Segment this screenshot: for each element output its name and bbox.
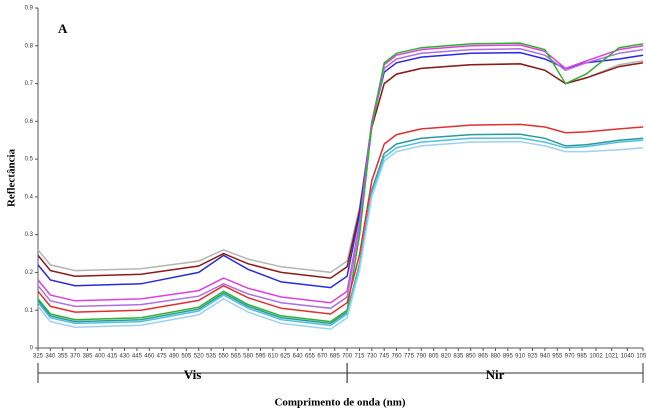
x-tick-label: 745: [379, 354, 390, 360]
x-tick-label: 685: [330, 354, 341, 360]
x-tick-label: 760: [392, 354, 403, 360]
x-tick-label: 460: [144, 354, 155, 360]
x-tick-label: 535: [206, 354, 217, 360]
x-tick-label: 865: [478, 354, 489, 360]
x-tick-label: 415: [107, 354, 118, 360]
x-tick-label: 985: [577, 354, 588, 360]
x-tick-label: 790: [416, 354, 427, 360]
y-tick-label: 0.1: [25, 308, 34, 314]
x-tick-label: 1059: [636, 354, 646, 360]
spectrum-line: [37, 62, 644, 279]
x-tick-label: 670: [317, 354, 328, 360]
x-tick-label: 895: [503, 354, 514, 360]
x-tick-label: 475: [157, 354, 168, 360]
y-tick-label: 0: [30, 346, 34, 352]
x-tick-label: 385: [82, 354, 93, 360]
x-tick-label: 940: [540, 354, 551, 360]
y-tick-label: 0.6: [25, 119, 34, 125]
x-tick-label: 595: [256, 354, 267, 360]
x-tick-label: 565: [231, 354, 242, 360]
x-tick-label: 910: [515, 354, 526, 360]
y-tick-label: 0.3: [25, 232, 34, 238]
x-tick-label: 955: [552, 354, 563, 360]
x-tick-label: 505: [181, 354, 192, 360]
x-tick-label: 370: [70, 354, 81, 360]
x-tick-label: 340: [45, 354, 56, 360]
x-tick-label: 520: [194, 354, 205, 360]
spectrum-line: [37, 42, 644, 323]
x-tick-label: 835: [453, 354, 464, 360]
x-tick-label: 355: [58, 354, 69, 360]
x-tick-label: 850: [466, 354, 477, 360]
x-tick-label: 805: [429, 354, 440, 360]
x-tick-label: 325: [33, 354, 44, 360]
spectrum-line: [37, 123, 644, 315]
x-tick-label: 880: [490, 354, 501, 360]
x-tick-label: 700: [342, 354, 353, 360]
x-tick-label: 430: [120, 354, 131, 360]
x-tick-label: 1040: [621, 354, 635, 360]
y-tick-label: 0.9: [25, 6, 34, 12]
region-label: Nir: [486, 367, 505, 382]
spectrum-line: [37, 44, 644, 304]
x-tick-label: 550: [218, 354, 229, 360]
spectrum-line: [37, 140, 644, 330]
x-tick-label: 490: [169, 354, 180, 360]
y-tick-label: 0.7: [25, 81, 34, 87]
spectrum-line: [37, 60, 644, 274]
x-tick-label: 610: [268, 354, 279, 360]
x-tick-label: 445: [132, 354, 143, 360]
spectrum-line: [37, 51, 644, 289]
region-label: Vis: [184, 367, 202, 382]
y-tick-label: 0.5: [25, 157, 34, 163]
y-tick-label: 0.2: [25, 270, 34, 276]
x-tick-label: 820: [441, 354, 452, 360]
x-tick-label: 580: [243, 354, 254, 360]
x-tick-label: 775: [404, 354, 415, 360]
x-tick-label: 1021: [605, 354, 619, 360]
x-tick-label: 970: [565, 354, 576, 360]
x-tick-label: 640: [293, 354, 304, 360]
x-tick-label: 655: [305, 354, 316, 360]
x-tick-label: 625: [280, 354, 291, 360]
y-tick-label: 0.8: [25, 43, 34, 49]
spectrum-line: [37, 137, 644, 327]
x-tick-label: 715: [354, 354, 365, 360]
x-tick-label: 1002: [589, 354, 603, 360]
x-tick-label: 925: [528, 354, 539, 360]
x-tick-label: 400: [95, 354, 106, 360]
y-tick-label: 0.4: [25, 194, 34, 200]
x-tick-label: 730: [367, 354, 378, 360]
x-axis-title: Comprimento de onda (nm): [274, 397, 405, 409]
panel-label: A: [58, 21, 68, 36]
y-axis-title: Reflectância: [6, 148, 18, 207]
